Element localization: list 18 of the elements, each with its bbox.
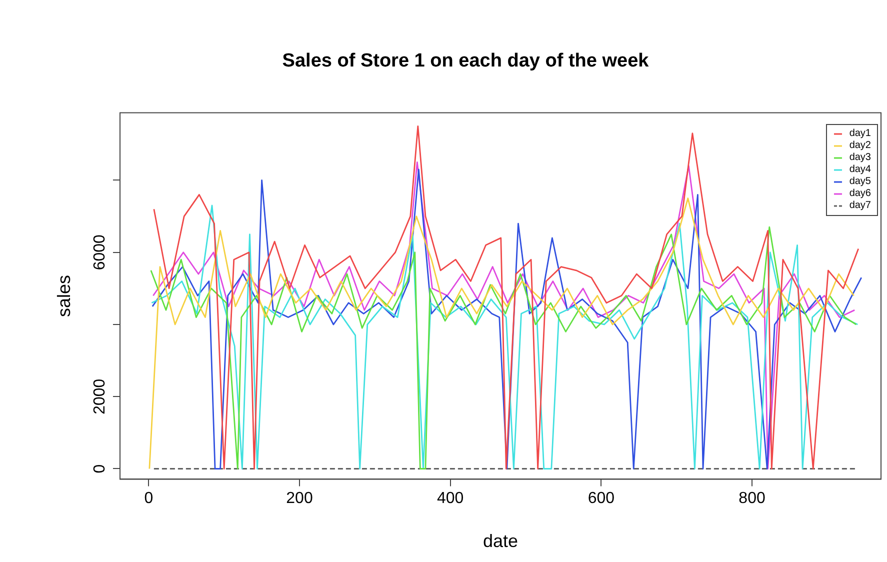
x-tick-label: 200 xyxy=(286,490,313,508)
chart-title: Sales of Store 1 on each day of the week xyxy=(282,50,650,72)
y-tick-label: 6000 xyxy=(91,234,108,270)
legend-label: day5 xyxy=(849,176,871,188)
x-tick-label: 800 xyxy=(738,490,766,508)
y-tick-label: 2000 xyxy=(91,378,108,414)
x-axis-title: date xyxy=(482,531,518,552)
legend-label: day2 xyxy=(849,140,871,152)
y-tick-label: 0 xyxy=(91,464,108,474)
x-tick-label: 600 xyxy=(588,490,615,508)
legend-label: day3 xyxy=(849,152,871,164)
x-tick-label: 0 xyxy=(144,490,154,508)
legend-label: day6 xyxy=(849,188,871,200)
y-axis-title: sales xyxy=(54,274,74,318)
x-tick-label: 400 xyxy=(436,490,464,508)
legend-label: day1 xyxy=(849,128,871,140)
legend-label: day7 xyxy=(849,200,871,212)
legend-label: day4 xyxy=(849,164,871,176)
